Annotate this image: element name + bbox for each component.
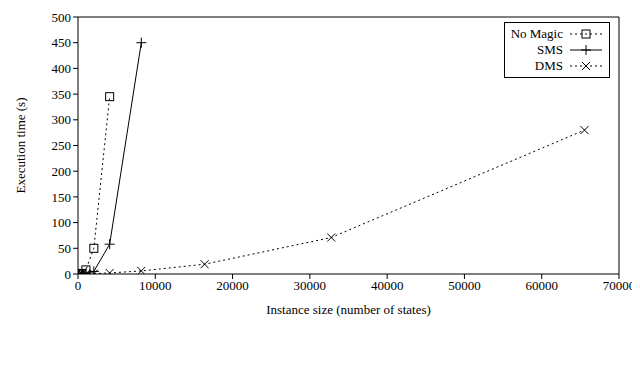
- svg-text:100: 100: [52, 215, 72, 230]
- svg-text:60000: 60000: [525, 278, 558, 293]
- svg-text:Execution time (s): Execution time (s): [13, 97, 28, 193]
- svg-text:200: 200: [52, 164, 72, 179]
- svg-text:250: 250: [52, 138, 72, 153]
- svg-text:150: 150: [52, 190, 72, 205]
- svg-text:20000: 20000: [216, 278, 249, 293]
- svg-text:70000: 70000: [603, 278, 632, 293]
- svg-text:0: 0: [65, 267, 72, 282]
- html-text:DMS: DMS: [534, 58, 563, 73]
- svg-text:450: 450: [52, 35, 72, 50]
- svg-text:30000: 30000: [294, 278, 327, 293]
- svg-text:Instance size (number of state: Instance size (number of states): [266, 302, 431, 317]
- svg-text:0: 0: [75, 278, 82, 293]
- svg-text:400: 400: [52, 61, 72, 76]
- svg-text:10000: 10000: [139, 278, 172, 293]
- html-text:SMS: SMS: [537, 42, 563, 57]
- svg-text:300: 300: [52, 112, 72, 127]
- svg-text:500: 500: [52, 10, 72, 25]
- svg-text:350: 350: [52, 87, 72, 102]
- svg-text:50000: 50000: [448, 278, 481, 293]
- svg-text:40000: 40000: [371, 278, 404, 293]
- svg-text:50: 50: [58, 241, 71, 256]
- html-text:No Magic: No Magic: [510, 26, 563, 41]
